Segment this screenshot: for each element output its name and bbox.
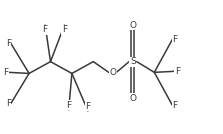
Text: O: O — [109, 68, 116, 77]
Text: F: F — [85, 102, 91, 111]
Text: F: F — [43, 25, 48, 34]
Text: F: F — [66, 101, 71, 110]
Text: F: F — [6, 39, 11, 48]
Text: F: F — [62, 25, 67, 34]
Text: F: F — [173, 101, 178, 110]
Text: O: O — [129, 21, 136, 30]
Text: F: F — [175, 67, 180, 76]
Text: O: O — [129, 94, 136, 103]
Text: F: F — [173, 35, 178, 44]
Text: F: F — [6, 99, 11, 108]
Text: S: S — [130, 57, 136, 66]
Text: F: F — [4, 68, 9, 77]
